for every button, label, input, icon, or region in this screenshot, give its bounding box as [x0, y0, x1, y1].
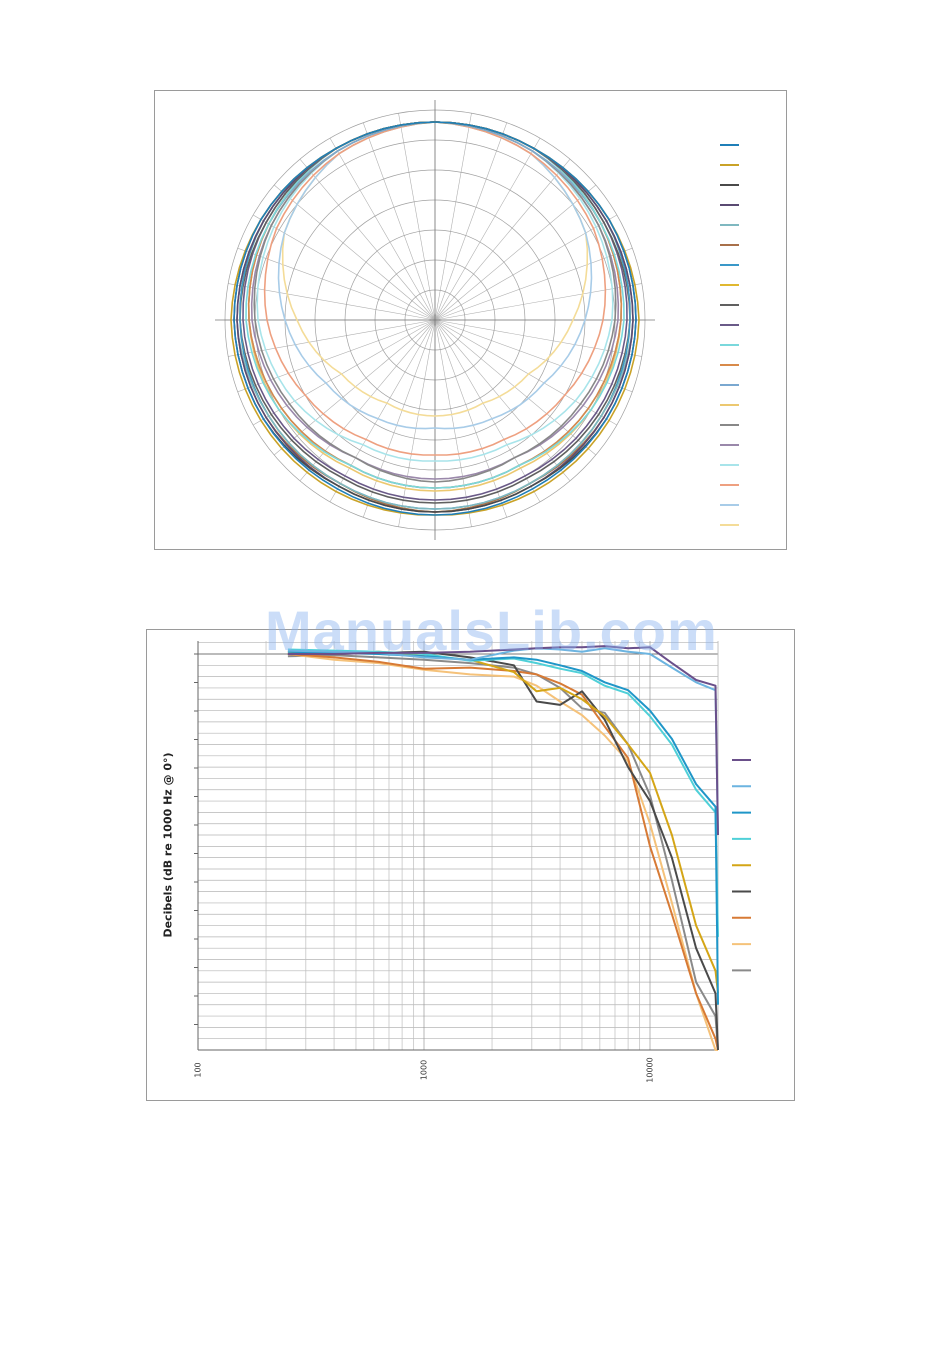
freq-series-8 [287, 653, 718, 1051]
frequency-chart-frame [146, 629, 795, 1101]
polar-spoke [228, 283, 436, 321]
polar-series-15 [253, 121, 617, 483]
polar-chart [215, 100, 739, 540]
polar-spoke [398, 319, 436, 527]
x-tick-label: 10000 [645, 1057, 655, 1083]
x-tick-label: 100 [193, 1062, 203, 1078]
x-tick-label: 1000 [419, 1059, 429, 1081]
freq-series-6 [287, 650, 719, 1051]
polar-spoke [237, 247, 436, 321]
polar-series-1 [233, 121, 637, 516]
polar-spoke [252, 319, 436, 426]
polar-spoke [273, 184, 436, 321]
freq-series-7 [287, 653, 719, 1051]
polar-spoke [273, 319, 436, 456]
polar-spoke [434, 184, 597, 321]
polar-spoke [434, 247, 633, 321]
freq-series-2 [287, 647, 719, 836]
polar-spoke [329, 137, 436, 321]
polar-spoke [299, 158, 436, 321]
polar-spoke [434, 122, 508, 321]
polar-spoke [252, 214, 436, 321]
polar-spoke [434, 319, 508, 518]
freq-series-5 [287, 650, 719, 994]
polar-spoke [434, 158, 571, 321]
polar-spoke [299, 319, 436, 482]
polar-spoke [434, 319, 541, 503]
polar-spoke [434, 137, 541, 321]
polar-spoke [434, 319, 618, 426]
freq-series-3 [287, 650, 719, 1005]
polar-spoke [362, 122, 436, 321]
polar-spoke [434, 214, 618, 321]
freq-series-1 [287, 645, 719, 836]
polar-series-11 [245, 121, 625, 489]
polar-spoke [362, 319, 436, 518]
polar-series-9 [239, 121, 631, 504]
polar-series-17 [256, 121, 614, 462]
polar-spoke [434, 319, 571, 482]
polar-spoke [228, 319, 436, 357]
polar-series-19 [277, 121, 593, 430]
y-axis-label: Decibels (dB re 1000 Hz @ 0°) [161, 752, 175, 938]
polar-spoke [434, 283, 642, 321]
polar-spoke [398, 113, 436, 321]
polar-spoke [434, 319, 597, 456]
polar-series-18 [263, 121, 607, 456]
freq-series-4 [287, 648, 719, 937]
polar-spoke [434, 319, 642, 357]
polar-spoke [329, 319, 436, 503]
polar-spoke [434, 113, 472, 321]
polar-spoke [434, 319, 472, 527]
